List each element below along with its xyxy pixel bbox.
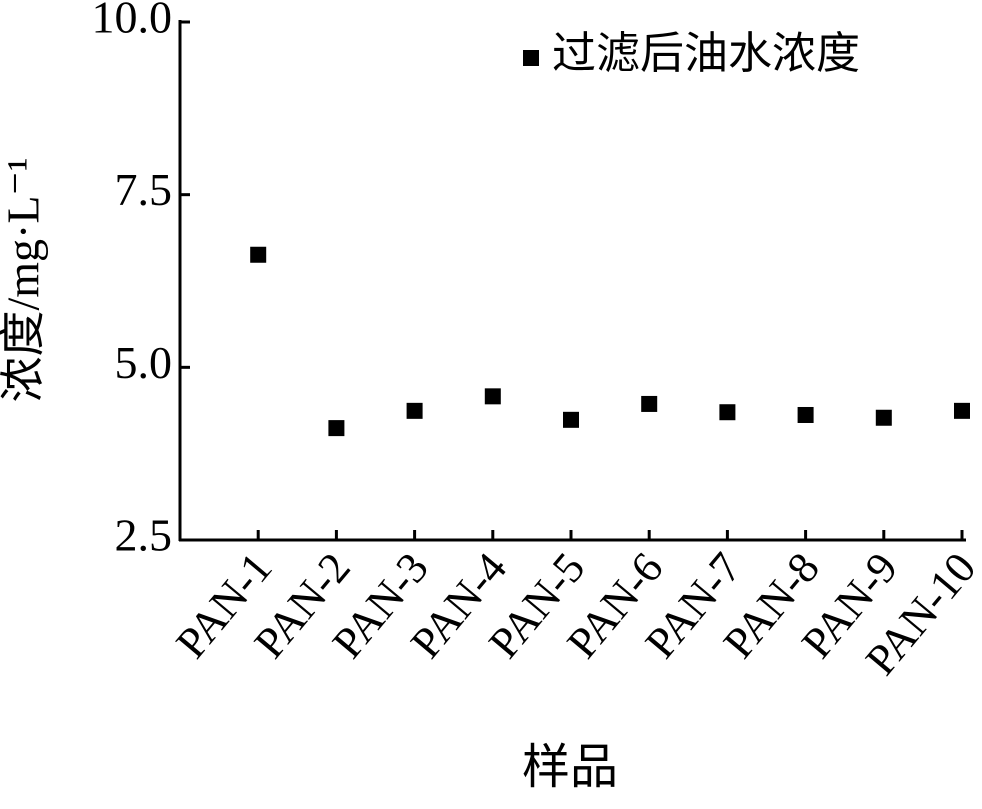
point [406, 402, 423, 419]
point [328, 420, 345, 437]
point [954, 402, 970, 419]
y-axis-label: 浓度/mg·L⁻¹ [0, 157, 49, 402]
y-tick-label: 7.5 [115, 164, 173, 215]
y-tick-label: 5.0 [115, 337, 173, 388]
y-tick-label: 10.0 [92, 0, 173, 43]
legend-marker [523, 50, 539, 66]
point [484, 388, 501, 405]
point [719, 404, 736, 421]
legend-label: 过滤后油水浓度 [552, 29, 860, 78]
point [250, 246, 267, 263]
point [641, 395, 658, 412]
point [563, 411, 579, 428]
y-tick-label: 2.5 [115, 510, 173, 561]
x-axis-label: 样品 [522, 741, 618, 794]
point [875, 409, 892, 426]
point [797, 406, 814, 423]
